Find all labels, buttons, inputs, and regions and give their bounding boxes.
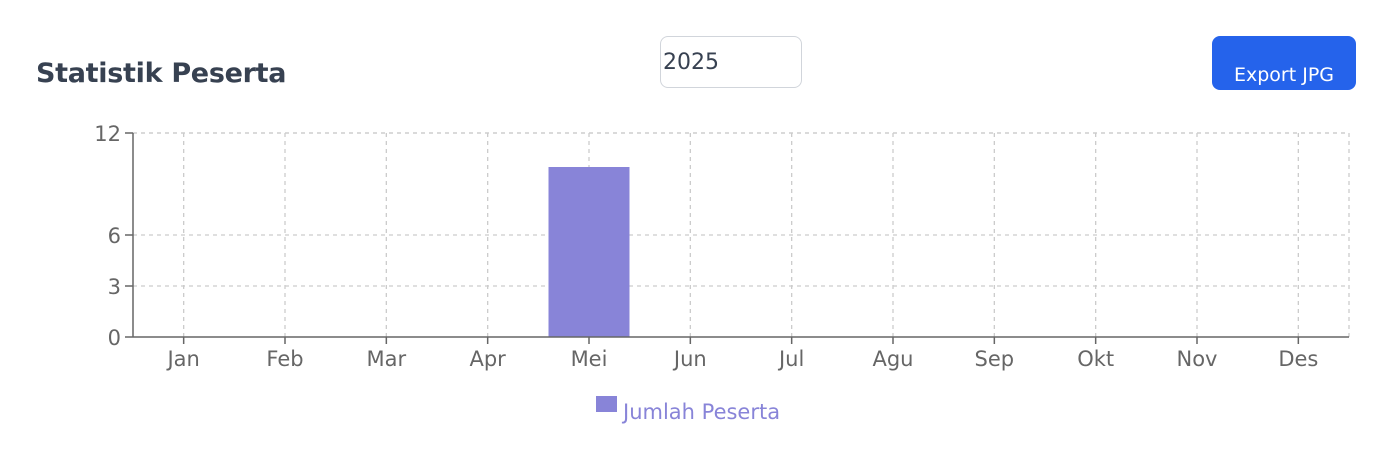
y-tick-label: 3 (108, 275, 121, 299)
y-tick-label: 12 (94, 122, 121, 146)
x-tick-label: Nov (1177, 347, 1218, 371)
x-tick-label: Mar (367, 347, 407, 371)
x-tick-label: Mei (571, 347, 608, 371)
legend-label: Jumlah Peserta (621, 400, 780, 424)
x-tick-label: Jul (777, 347, 804, 371)
x-tick-label: Feb (266, 347, 303, 371)
x-tick-label: Des (1278, 347, 1318, 371)
x-tick-label: Okt (1077, 347, 1114, 371)
y-tick-label: 0 (108, 326, 121, 350)
x-tick-label: Apr (469, 347, 506, 371)
x-tick-label: Jan (165, 347, 199, 371)
year-input[interactable] (660, 36, 802, 88)
legend-swatch (596, 396, 617, 412)
y-tick-label: 6 (108, 224, 121, 248)
x-tick-label: Jun (672, 347, 707, 371)
export-jpg-button[interactable]: Export JPG (1212, 36, 1356, 90)
x-tick-label: Sep (975, 347, 1015, 371)
page-title: Statistik Peserta (36, 58, 287, 89)
bar-mei (548, 167, 630, 337)
x-tick-label: Agu (872, 347, 913, 371)
